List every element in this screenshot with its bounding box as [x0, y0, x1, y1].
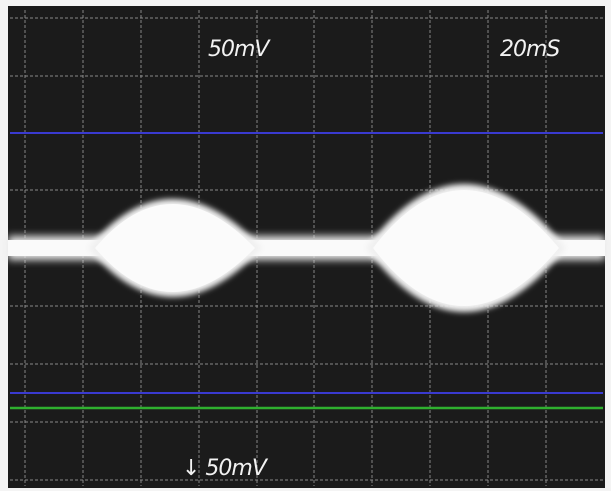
trace	[8, 184, 605, 312]
time-per-div: 20mS	[500, 37, 560, 62]
volts-per-div: 50mV	[208, 37, 271, 62]
offset-label: ↓ 50mV	[182, 456, 269, 481]
